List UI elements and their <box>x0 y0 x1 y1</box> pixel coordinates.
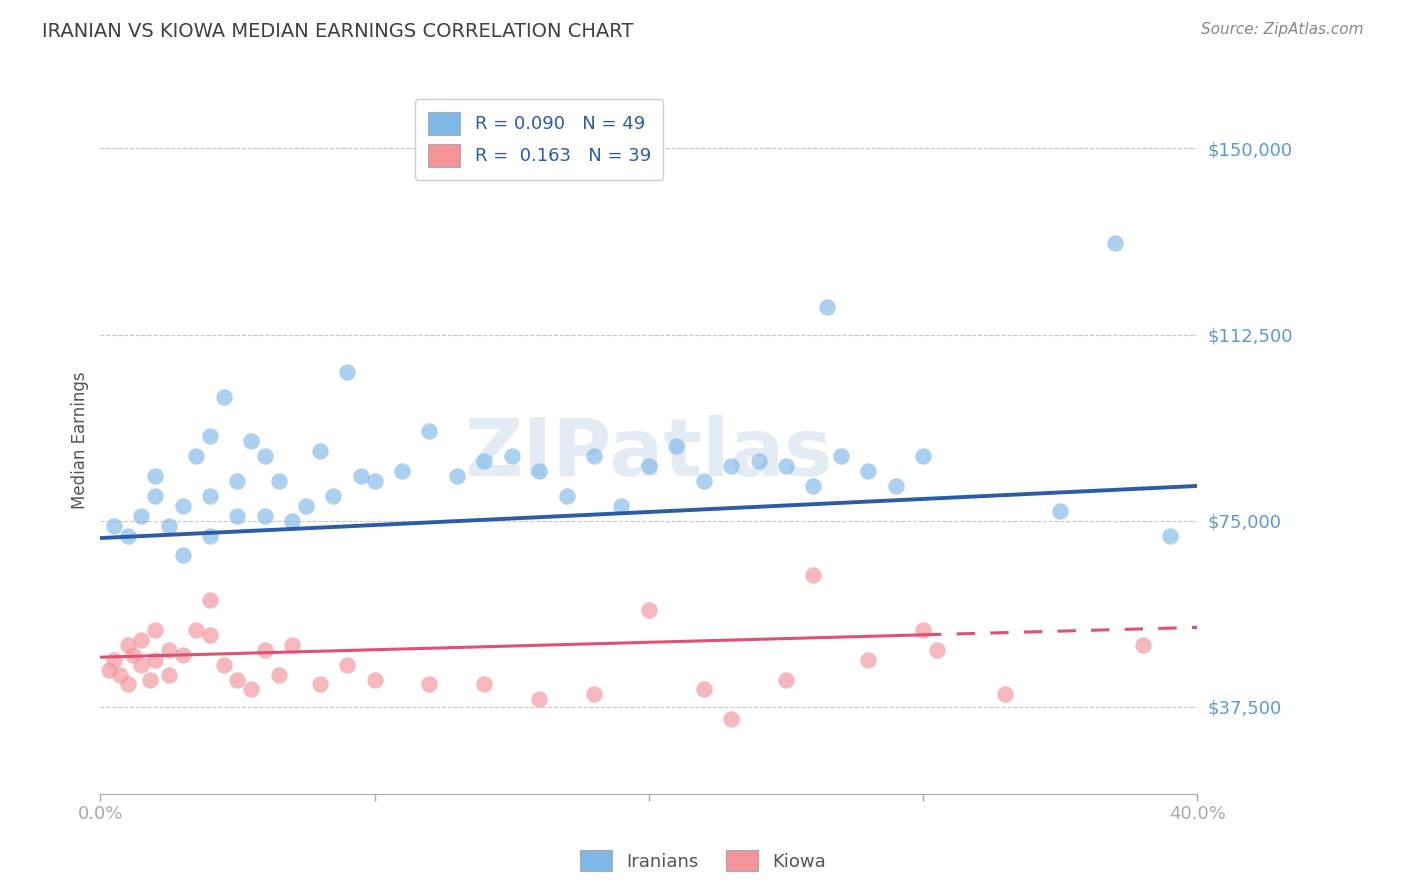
Point <box>748 454 770 468</box>
Point <box>198 593 221 607</box>
Text: IRANIAN VS KIOWA MEDIAN EARNINGS CORRELATION CHART: IRANIAN VS KIOWA MEDIAN EARNINGS CORRELA… <box>42 22 634 41</box>
Point <box>143 623 166 637</box>
Point <box>117 677 139 691</box>
Point <box>582 687 605 701</box>
Point <box>994 687 1017 701</box>
Point <box>138 673 160 687</box>
Point <box>267 667 290 681</box>
Point <box>775 673 797 687</box>
Legend: Iranians, Kiowa: Iranians, Kiowa <box>572 843 834 879</box>
Point <box>912 449 935 463</box>
Point <box>198 429 221 443</box>
Point <box>501 449 523 463</box>
Point <box>295 499 318 513</box>
Point <box>336 365 359 379</box>
Point <box>143 653 166 667</box>
Point <box>720 712 742 726</box>
Point <box>253 449 276 463</box>
Point <box>336 657 359 672</box>
Y-axis label: Median Earnings: Median Earnings <box>72 371 89 508</box>
Point <box>815 300 838 314</box>
Point <box>172 549 194 563</box>
Text: ZIPatlas: ZIPatlas <box>465 415 832 493</box>
Point <box>665 439 688 453</box>
Point <box>527 464 550 478</box>
Point <box>1132 638 1154 652</box>
Point <box>226 673 249 687</box>
Point <box>122 648 145 662</box>
Point <box>610 499 633 513</box>
Point <box>555 489 578 503</box>
Point <box>117 528 139 542</box>
Point <box>1159 528 1181 542</box>
Point <box>281 638 304 652</box>
Point <box>131 632 153 647</box>
Point <box>391 464 413 478</box>
Point <box>803 568 825 582</box>
Point <box>253 642 276 657</box>
Point <box>97 663 120 677</box>
Point <box>830 449 852 463</box>
Point <box>527 692 550 706</box>
Point <box>212 657 235 672</box>
Legend: R = 0.090   N = 49, R =  0.163   N = 39: R = 0.090 N = 49, R = 0.163 N = 39 <box>415 99 664 179</box>
Point <box>803 479 825 493</box>
Point <box>131 657 153 672</box>
Point <box>198 628 221 642</box>
Point <box>308 444 330 458</box>
Point <box>472 454 495 468</box>
Point <box>858 464 880 478</box>
Point <box>143 469 166 483</box>
Point <box>363 474 385 488</box>
Point <box>775 459 797 474</box>
Point <box>240 682 263 697</box>
Point <box>253 508 276 523</box>
Point <box>350 469 373 483</box>
Point <box>117 638 139 652</box>
Point <box>720 459 742 474</box>
Point <box>1104 235 1126 250</box>
Point <box>472 677 495 691</box>
Point <box>322 489 344 503</box>
Point <box>884 479 907 493</box>
Point <box>103 518 125 533</box>
Point <box>693 474 716 488</box>
Point <box>363 673 385 687</box>
Point <box>131 508 153 523</box>
Point <box>172 648 194 662</box>
Point <box>1049 504 1071 518</box>
Point <box>198 528 221 542</box>
Point <box>418 677 440 691</box>
Point <box>226 508 249 523</box>
Point <box>912 623 935 637</box>
Point <box>143 489 166 503</box>
Point <box>172 499 194 513</box>
Point <box>157 642 180 657</box>
Point <box>186 623 208 637</box>
Point <box>637 459 659 474</box>
Point <box>925 642 948 657</box>
Point <box>693 682 716 697</box>
Point <box>267 474 290 488</box>
Point <box>157 518 180 533</box>
Point <box>281 514 304 528</box>
Text: Source: ZipAtlas.com: Source: ZipAtlas.com <box>1201 22 1364 37</box>
Point <box>226 474 249 488</box>
Point <box>858 653 880 667</box>
Point <box>198 489 221 503</box>
Point <box>418 425 440 439</box>
Point <box>212 390 235 404</box>
Point <box>308 677 330 691</box>
Point <box>582 449 605 463</box>
Point <box>240 434 263 449</box>
Point <box>446 469 468 483</box>
Point <box>186 449 208 463</box>
Point <box>157 667 180 681</box>
Point <box>637 603 659 617</box>
Point <box>103 653 125 667</box>
Point <box>108 667 131 681</box>
